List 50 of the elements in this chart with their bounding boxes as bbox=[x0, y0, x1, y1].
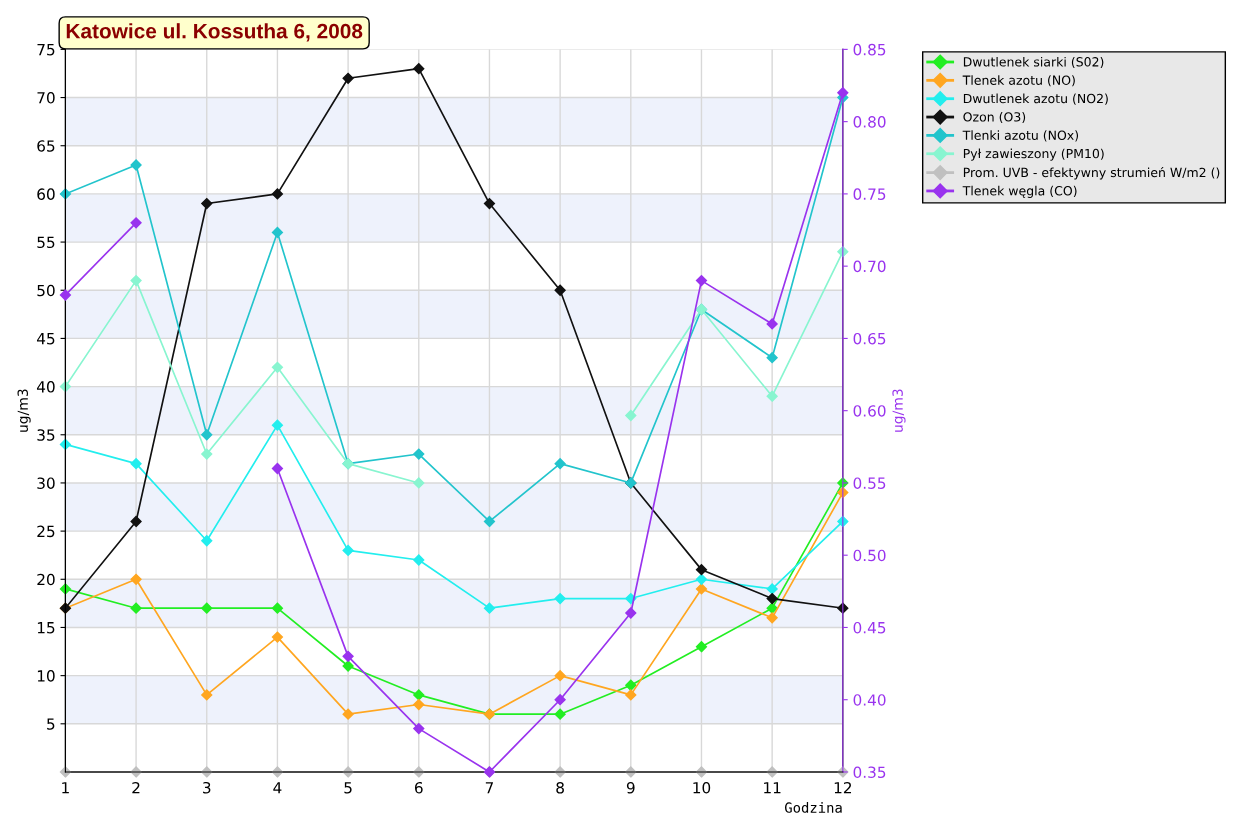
y-tick-label: 35 bbox=[37, 429, 55, 441]
y-tick-label: 10 bbox=[37, 670, 55, 682]
y-tick-label: 40 bbox=[36, 381, 55, 393]
x-tick-label: 6 bbox=[414, 781, 423, 794]
x-axis-title: Godzina bbox=[784, 802, 842, 813]
y-tick-label: 45 bbox=[36, 333, 55, 345]
y-tick-label: 65 bbox=[37, 140, 55, 152]
legend-label: Tlenek azotu (NO) bbox=[962, 75, 1075, 87]
y-tick-label: 55 bbox=[37, 236, 55, 249]
legend-label: Tlenki azotu (NOx) bbox=[962, 130, 1079, 142]
y2-tick-label: 0.60 bbox=[853, 405, 886, 417]
x-tick-label: 5 bbox=[344, 782, 352, 794]
y-tick-label: 25 bbox=[37, 525, 55, 538]
x-tick-label: 7 bbox=[485, 782, 493, 794]
y2-tick-label: 0.45 bbox=[853, 621, 886, 634]
x-tick-label: 1 bbox=[62, 782, 69, 794]
legend-label: Dwutlenek siarki (S02) bbox=[963, 56, 1104, 69]
y-tick-label: 5 bbox=[47, 718, 55, 730]
y2-tick-label: 0.85 bbox=[853, 43, 886, 56]
x-tick-label: 12 bbox=[834, 781, 852, 794]
chart-title: Katowice ul. Kossutha 6, 2008 bbox=[66, 23, 363, 42]
y-tick-label: 75 bbox=[37, 44, 55, 56]
y2-tick-label: 0.35 bbox=[853, 766, 886, 778]
legend-label: Dwutlenek azotu (NO2) bbox=[963, 93, 1108, 105]
y-tick-label: 30 bbox=[37, 477, 55, 489]
x-tick-label: 10 bbox=[693, 781, 711, 794]
y2-tick-label: 0.55 bbox=[853, 477, 886, 489]
y2-tick-label: 0.70 bbox=[853, 260, 886, 273]
x-tick-label: 9 bbox=[626, 781, 635, 794]
y-tick-label: 50 bbox=[37, 284, 55, 297]
y-tick-label: 60 bbox=[37, 188, 55, 200]
y2-tick-label: 0.75 bbox=[853, 188, 886, 200]
y-tick-label: 70 bbox=[37, 92, 55, 104]
y2-axis-title: ug/m3 bbox=[892, 389, 906, 432]
y-axis-title: ug/m3 bbox=[17, 389, 31, 432]
x-tick-label: 11 bbox=[764, 782, 781, 794]
legend-label: Pył zawieszony (PM10) bbox=[963, 148, 1104, 161]
legend-label: Prom. UVB - efektywny strumień W/m2 () bbox=[963, 166, 1220, 180]
x-tick-label: 4 bbox=[273, 782, 282, 794]
y2-tick-label: 0.80 bbox=[853, 116, 886, 128]
y-tick-label: 20 bbox=[37, 573, 55, 586]
y2-tick-label: 0.50 bbox=[853, 549, 886, 562]
x-tick-label: 3 bbox=[203, 781, 211, 794]
y2-tick-label: 0.65 bbox=[853, 332, 886, 345]
x-tick-label: 8 bbox=[556, 781, 564, 794]
y2-tick-label: 0.40 bbox=[853, 694, 886, 706]
legend-label: Ozon (O3) bbox=[963, 111, 1026, 124]
y-tick-label: 15 bbox=[37, 622, 55, 634]
legend-label: Tlenek węgla (CO) bbox=[962, 185, 1077, 198]
x-tick-label: 2 bbox=[132, 781, 140, 794]
